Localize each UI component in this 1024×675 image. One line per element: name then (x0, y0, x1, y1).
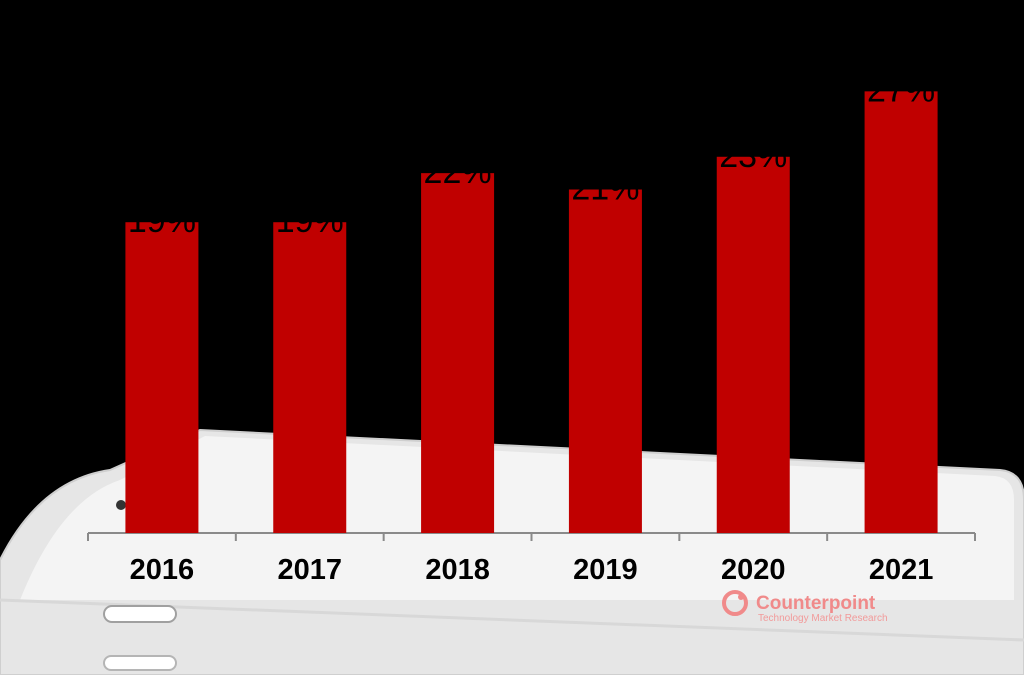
brand-name: Counterpoint (756, 593, 876, 614)
value-labels: 19% 19% 22% 21% 23% 27% (128, 71, 935, 240)
tick-label-2019: 2019 (573, 554, 638, 586)
bar-2021 (864, 91, 938, 533)
value-label-2020: 23% (719, 137, 787, 175)
value-label-2021: 27% (867, 71, 935, 109)
bar-2020 (716, 156, 790, 534)
tick-label-2016: 2016 (130, 554, 195, 586)
value-label-2019: 21% (571, 170, 639, 208)
tick-label-2018: 2018 (425, 554, 490, 586)
phone-home-button-reflection (103, 655, 177, 671)
phone-home-button (103, 605, 177, 623)
counterpoint-logo-icon (722, 590, 748, 616)
bar-series (125, 91, 938, 534)
phone-camera (116, 500, 126, 510)
bar-2016 (125, 222, 199, 533)
bar-2017 (273, 222, 347, 533)
x-axis-ticks (87, 533, 976, 541)
bar-2019 (568, 189, 642, 533)
tick-label-2017: 2017 (277, 554, 342, 586)
counterpoint-logo-dot (738, 594, 744, 600)
value-label-2018: 22% (424, 153, 492, 191)
x-tick-labels: 2016 2017 2018 2019 2020 2021 (130, 554, 934, 586)
counterpoint-logo: Counterpoint Technology Market Research (722, 590, 888, 624)
tick-label-2021: 2021 (869, 554, 934, 586)
bar-2018 (421, 173, 495, 533)
value-label-2017: 19% (276, 202, 344, 240)
brand-tagline: Technology Market Research (758, 613, 888, 624)
value-label-2016: 19% (128, 202, 196, 240)
tick-label-2020: 2020 (721, 554, 786, 586)
